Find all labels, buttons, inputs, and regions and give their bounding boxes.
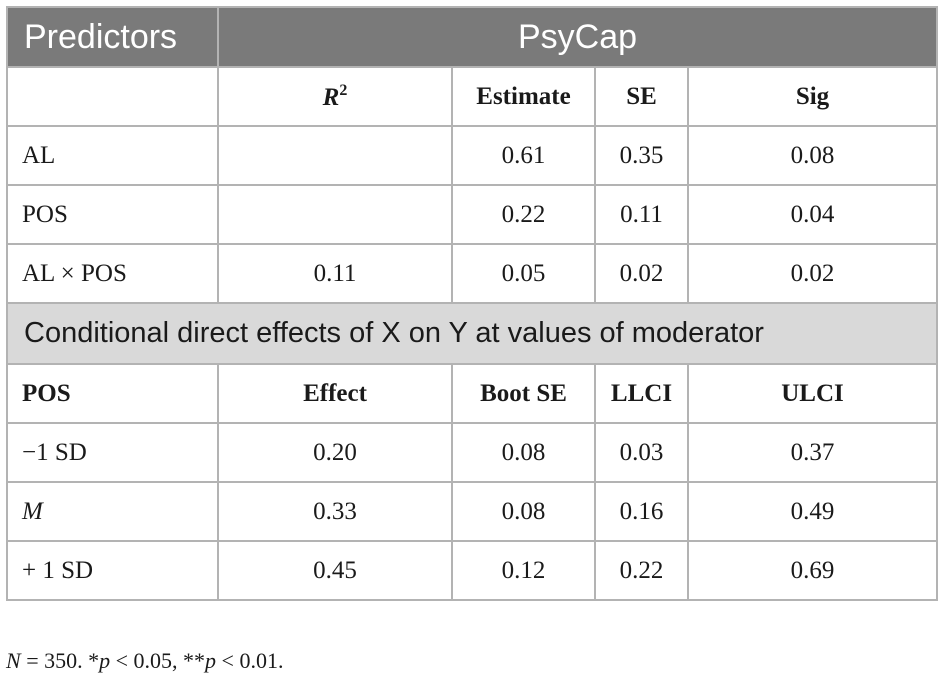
- boot-se-cell: 0.12: [451, 540, 596, 601]
- predictor-cell: AL: [6, 125, 219, 186]
- top-column-row: R2 Estimate SE Sig: [6, 66, 938, 127]
- estimate-cell: 0.61: [451, 125, 596, 186]
- sig-cell: 0.08: [687, 125, 938, 186]
- r2-cell: [217, 125, 453, 186]
- table-row: + 1 SD 0.45 0.12 0.22 0.69: [6, 540, 938, 601]
- level-cell: + 1 SD: [6, 540, 219, 601]
- footnote-p2-value: < 0.01.: [216, 648, 284, 673]
- ulci-cell: 0.37: [687, 422, 938, 483]
- conditional-effects-band: Conditional direct effects of X on Y at …: [6, 302, 938, 365]
- effect-cell: 0.45: [217, 540, 453, 601]
- level-cell: −1 SD: [6, 422, 219, 483]
- boot-se-cell: 0.08: [451, 481, 596, 542]
- blank-header-cell: [6, 66, 219, 127]
- r2-cell: 0.11: [217, 243, 453, 304]
- llci-cell: 0.16: [594, 481, 689, 542]
- se-column-header: SE: [594, 66, 689, 127]
- effect-cell: 0.33: [217, 481, 453, 542]
- sig-cell: 0.02: [687, 243, 938, 304]
- estimate-column-header: Estimate: [451, 66, 596, 127]
- bottom-column-row: POS Effect Boot SE LLCI ULCI: [6, 363, 938, 424]
- estimate-cell: 0.05: [451, 243, 596, 304]
- section-band-row: Conditional direct effects of X on Y at …: [6, 302, 938, 365]
- predictors-header: Predictors: [6, 6, 219, 68]
- results-table: Predictors PsyCap R2 Estimate SE Sig AL …: [6, 6, 938, 601]
- llci-column-header: LLCI: [594, 363, 689, 424]
- table-row: AL × POS 0.11 0.05 0.02 0.02: [6, 243, 938, 304]
- predictor-cell: POS: [6, 184, 219, 245]
- table-row: M 0.33 0.08 0.16 0.49: [6, 481, 938, 542]
- table-row: −1 SD 0.20 0.08 0.03 0.37: [6, 422, 938, 483]
- estimate-cell: 0.22: [451, 184, 596, 245]
- pos-column-header: POS: [6, 363, 219, 424]
- sig-cell: 0.04: [687, 184, 938, 245]
- table-row: POS 0.22 0.11 0.04: [6, 184, 938, 245]
- ulci-cell: 0.49: [687, 481, 938, 542]
- se-cell: 0.11: [594, 184, 689, 245]
- effect-column-header: Effect: [217, 363, 453, 424]
- effect-cell: 0.20: [217, 422, 453, 483]
- llci-cell: 0.03: [594, 422, 689, 483]
- se-cell: 0.35: [594, 125, 689, 186]
- footnote-p1: p: [99, 648, 111, 673]
- r2-superscript: 2: [339, 81, 348, 99]
- footnote-p2: p: [205, 648, 217, 673]
- r2-cell: [217, 184, 453, 245]
- r2-base: R: [322, 83, 340, 111]
- psycap-header: PsyCap: [217, 6, 938, 68]
- ulci-cell: 0.69: [687, 540, 938, 601]
- llci-cell: 0.22: [594, 540, 689, 601]
- table-header-row: Predictors PsyCap: [6, 6, 938, 68]
- table-row: AL 0.61 0.35 0.08: [6, 125, 938, 186]
- boot-se-cell: 0.08: [451, 422, 596, 483]
- footnote-p1-value: < 0.05, **: [110, 648, 206, 673]
- footnote-n-value: = 350. *: [20, 648, 100, 673]
- r2-column-header: R2: [217, 66, 453, 127]
- boot-se-column-header: Boot SE: [451, 363, 596, 424]
- predictor-cell: AL × POS: [6, 243, 219, 304]
- se-cell: 0.02: [594, 243, 689, 304]
- sig-column-header: Sig: [687, 66, 938, 127]
- level-cell: M: [6, 481, 219, 542]
- footnote-n: N: [6, 648, 21, 673]
- table-footnote: N = 350. *p < 0.05, **p < 0.01.: [6, 648, 283, 674]
- ulci-column-header: ULCI: [687, 363, 938, 424]
